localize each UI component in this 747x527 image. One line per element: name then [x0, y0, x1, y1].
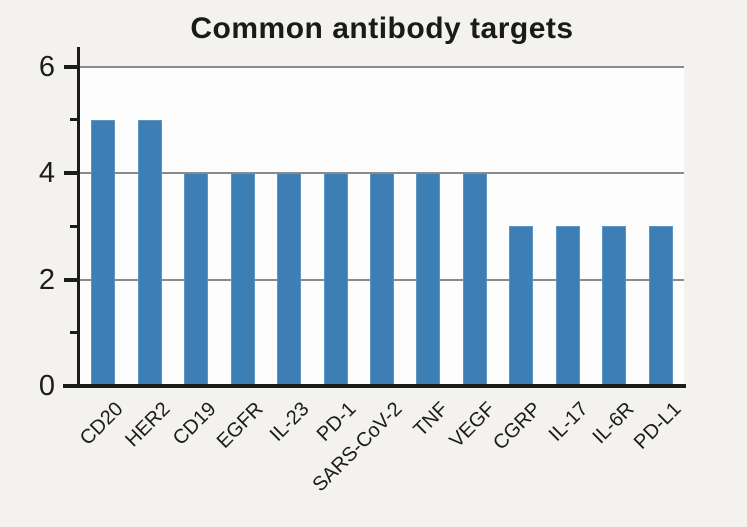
bar	[648, 226, 673, 386]
gridline	[80, 65, 684, 68]
y-axis-tick	[64, 171, 80, 175]
y-tick-label: 4	[38, 157, 55, 189]
y-tick-label: 2	[38, 263, 55, 296]
bar	[137, 119, 162, 386]
bar	[602, 226, 627, 386]
y-axis-tick	[64, 384, 80, 388]
y-axis-line	[77, 47, 80, 388]
bar	[416, 173, 441, 386]
bar	[462, 173, 487, 386]
y-axis-tick	[64, 64, 80, 69]
y-tick-label: 0	[38, 370, 55, 402]
bar	[323, 173, 348, 386]
bar	[277, 173, 302, 386]
chart-title: Common antibody targets	[190, 12, 574, 45]
bar	[91, 119, 116, 386]
y-axis-minor-tick	[70, 331, 80, 335]
bar	[555, 226, 580, 386]
y-axis-minor-tick	[70, 118, 80, 122]
bar	[509, 226, 534, 386]
y-axis-minor-tick	[70, 224, 80, 228]
bar	[370, 173, 394, 386]
x-axis-line	[63, 384, 686, 388]
bar	[184, 173, 209, 386]
y-axis-tick	[64, 277, 80, 282]
bar	[230, 173, 255, 386]
y-tick-label: 6	[38, 50, 55, 83]
